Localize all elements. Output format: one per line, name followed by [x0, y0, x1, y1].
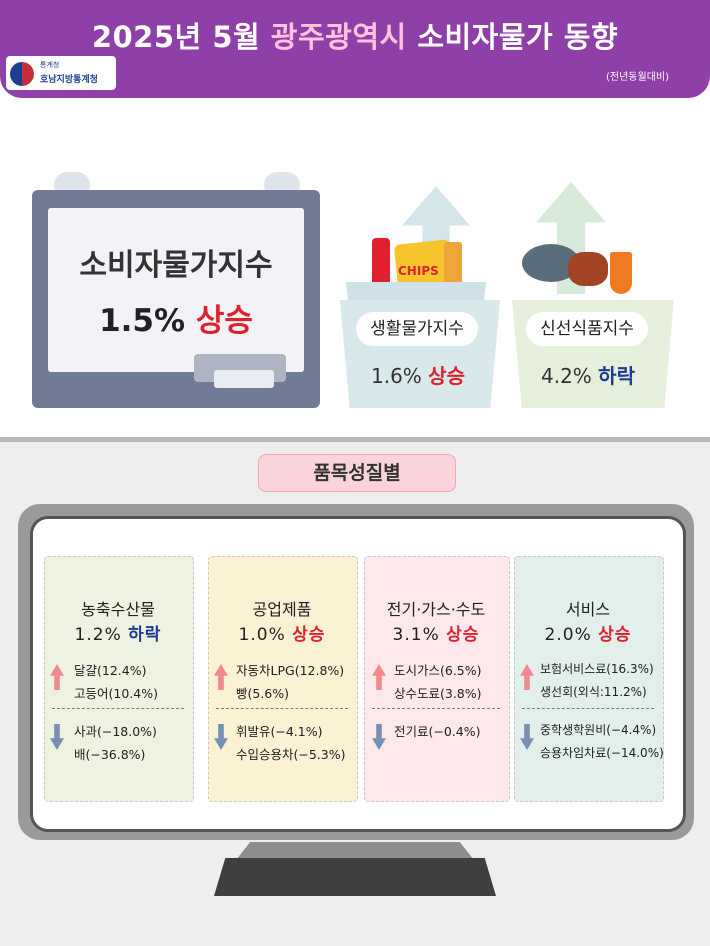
- chalkboard-surface: [48, 208, 304, 372]
- rising-item: 고등어(10.4%): [74, 686, 158, 701]
- living-rate: 1.6%: [371, 364, 422, 388]
- living-direction: 상승: [428, 364, 465, 388]
- taegeuk-icon: [10, 62, 34, 86]
- category-direction: 상승: [446, 625, 480, 645]
- header-banner: [0, 0, 710, 98]
- category-name: 농축수산물: [81, 600, 155, 619]
- title-subject: 소비자물가 동향: [417, 20, 619, 54]
- category-direction: 상승: [598, 625, 632, 645]
- monitor-base: [214, 858, 496, 896]
- rising-item: 생선회(외식:11.2%): [540, 685, 647, 699]
- category-name: 공업제품: [252, 600, 312, 619]
- category-rate: 1.2%: [74, 625, 122, 645]
- category-direction: 하락: [128, 625, 162, 645]
- falling-item: 배(−36.8%): [74, 747, 146, 762]
- rising-item: 도시가스(6.5%): [394, 663, 482, 678]
- rising-item: 상수도료(3.8%): [394, 686, 482, 701]
- rising-item: 빵(5.6%): [236, 686, 290, 701]
- cpi-rate: 1.5%: [99, 303, 186, 339]
- agency-parent-name: 통계청: [40, 61, 60, 69]
- title-period: 2025년 5월: [91, 20, 261, 54]
- category-card: [208, 556, 358, 802]
- can-icon: [444, 242, 462, 288]
- rising-item: 달걀(12.4%): [74, 663, 147, 678]
- falling-item: 전기료(−0.4%): [394, 724, 481, 739]
- category-value: 3.1% 상승: [362, 620, 510, 645]
- category-direction: 상승: [292, 625, 326, 645]
- title-region: 광주광역시: [270, 20, 407, 54]
- category-name: 전기·가스·수도: [386, 600, 486, 619]
- fresh-rate: 4.2%: [541, 364, 592, 388]
- category-rate: 3.1%: [392, 625, 440, 645]
- fresh-index-value: 4.2% 하락: [518, 360, 658, 389]
- section-title: 품목성질별: [258, 454, 456, 492]
- bottle-icon: [372, 238, 390, 288]
- falling-item: 중학생학원비(−4.4%): [540, 723, 657, 737]
- item-separator: [522, 708, 654, 709]
- category-value: 1.2% 하락: [44, 620, 192, 645]
- category-card: [44, 556, 194, 802]
- category-card: [514, 556, 664, 802]
- category-rate: 2.0%: [544, 625, 592, 645]
- category-name: 서비스: [565, 600, 611, 619]
- rising-item: 보험서비스료(16.3%): [540, 662, 654, 676]
- carrot-icon: [610, 252, 632, 294]
- item-separator: [52, 708, 184, 709]
- monitor-stand: [236, 842, 474, 860]
- category-value: 2.0% 상승: [514, 620, 662, 645]
- falling-item: 수입승용차(−5.3%): [236, 747, 346, 762]
- falling-item: 사과(−18.0%): [74, 724, 157, 739]
- cpi-value: 1.5% 상승: [48, 295, 304, 340]
- rising-item: 자동차LPG(12.8%): [236, 663, 345, 678]
- falling-item: 승용차임차료(−14.0%): [540, 746, 664, 760]
- category-card: [364, 556, 510, 802]
- item-separator: [372, 708, 500, 709]
- falling-item: 휘발유(−4.1%): [236, 724, 323, 739]
- living-index-value: 1.6% 상승: [348, 360, 488, 389]
- cpi-direction: 상승: [195, 303, 253, 339]
- vegetable-icon: [568, 252, 608, 286]
- agency-name: 호남지방통계청: [40, 75, 98, 85]
- category-value: 1.0% 상승: [208, 620, 356, 645]
- fresh-direction: 하락: [598, 364, 635, 388]
- page-title: 2025년 5월 광주광역시 소비자물가 동향: [0, 14, 710, 56]
- eraser-icon: [214, 370, 274, 388]
- cpi-label: 소비자물가지수: [79, 248, 273, 283]
- section-divider: [0, 437, 710, 442]
- fresh-index-label: 신선식품지수: [526, 312, 648, 346]
- chips-label: CHIPS: [398, 264, 439, 278]
- living-index-label: 생활물가지수: [356, 312, 478, 346]
- item-separator: [216, 708, 348, 709]
- category-rate: 1.0%: [238, 625, 286, 645]
- comparison-basis: (전년동월대비): [606, 72, 670, 83]
